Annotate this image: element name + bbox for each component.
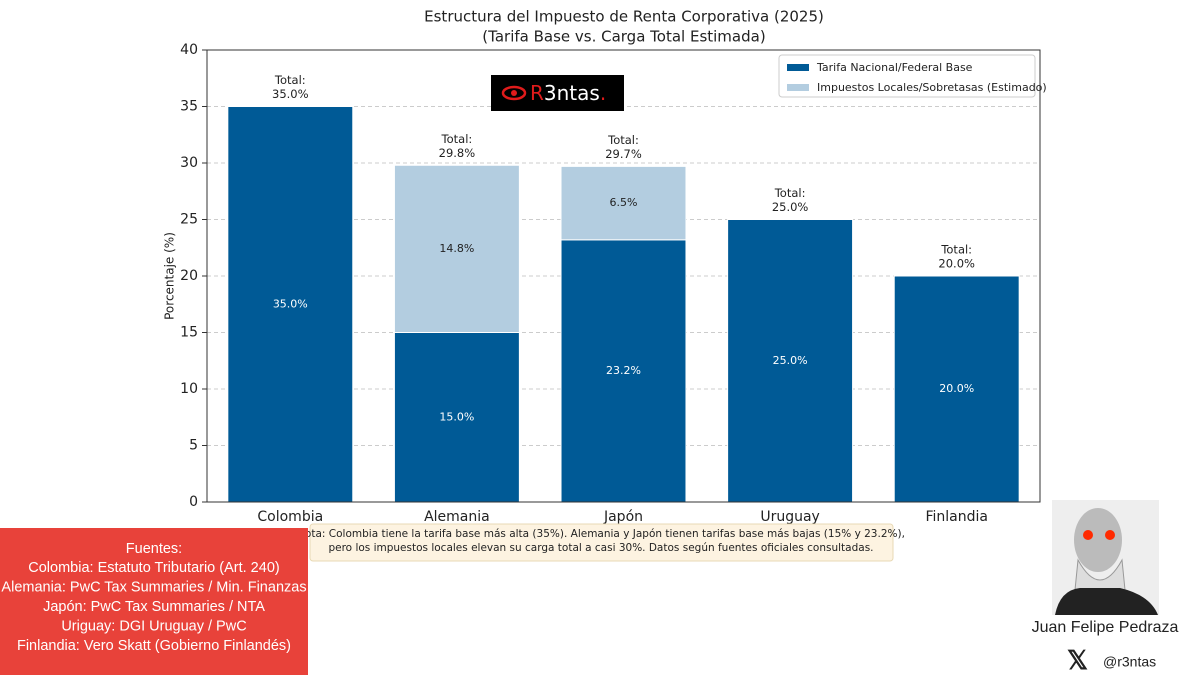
x-logo: 𝕏 <box>1067 645 1088 675</box>
author-name: Juan Felipe Pedraza <box>1032 619 1179 636</box>
bar-segment <box>227 106 354 503</box>
x-tick-label: Alemania <box>424 509 490 525</box>
note-line: Nota: Colombia tiene la tarifa base más … <box>297 528 905 540</box>
total-label: 35.0% <box>272 87 309 101</box>
bar-segment <box>893 275 1020 503</box>
total-prefix: Total: <box>274 73 306 87</box>
value-label: 20.0% <box>939 382 974 395</box>
total-prefix: Total: <box>940 243 972 257</box>
y-tick-label: 5 <box>189 438 198 454</box>
bar-segment <box>393 332 520 503</box>
bar-segment <box>560 165 687 241</box>
sources-heading: Fuentes: <box>126 541 182 557</box>
x-tick-label: Finlandia <box>925 509 988 525</box>
value-label: 23.2% <box>606 364 641 377</box>
x-tick-label: Japón <box>603 509 643 525</box>
y-tick-label: 30 <box>180 155 198 171</box>
legend-box <box>778 54 1036 98</box>
legend-swatch <box>787 84 809 91</box>
value-label: 35.0% <box>273 297 308 310</box>
logo-text: R3ntas. <box>530 81 606 105</box>
logo-r: R <box>530 81 544 105</box>
total-prefix: Total: <box>774 186 806 200</box>
legend-label: Impuestos Locales/Sobretasas (Estimado) <box>817 81 1047 94</box>
y-tick-label: 40 <box>180 42 198 58</box>
y-tick-label: 20 <box>180 268 198 284</box>
portrait-eye <box>1105 530 1115 540</box>
y-tick-label: 25 <box>180 212 198 228</box>
y-tick-label: 35 <box>180 99 198 115</box>
total-label: 29.8% <box>439 146 476 160</box>
y-axis-label: Porcentaje (%) <box>163 232 177 320</box>
logo-eye <box>501 85 527 101</box>
value-label: 14.8% <box>439 242 474 255</box>
logo-rest: 3ntas <box>544 81 600 105</box>
bar-segment <box>727 219 854 503</box>
portrait-eye <box>1083 530 1093 540</box>
total-prefix: Total: <box>607 133 639 147</box>
x-tick-label: Uruguay <box>760 509 820 525</box>
logo-dot: . <box>600 81 606 105</box>
x-tick-label: Colombia <box>257 509 323 525</box>
sources-line: Colombia: Estatuto Tributario (Art. 240) <box>28 560 279 576</box>
chart-subtitle: (Tarifa Base vs. Carga Total Estimada) <box>482 28 765 46</box>
plot-frame <box>206 49 1041 503</box>
y-tick-label: 10 <box>180 381 198 397</box>
y-tick-label: 0 <box>189 494 198 510</box>
value-label: 6.5% <box>610 196 638 209</box>
total-prefix: Total: <box>441 132 473 146</box>
sources-line: Uriguay: DGI Uruguay / PwC <box>61 618 246 634</box>
note-line: pero los impuestos locales elevan su car… <box>328 542 873 554</box>
portrait-coat <box>1055 588 1158 615</box>
note-box <box>309 523 894 562</box>
sources-line: Finlandia: Vero Skatt (Gobierno Finlandé… <box>17 638 291 654</box>
y-tick-label: 15 <box>180 325 198 341</box>
logo-pupil <box>511 90 517 96</box>
sources-line: Japón: PwC Tax Summaries / NTA <box>43 599 265 615</box>
portrait-head <box>1074 508 1122 572</box>
value-label: 25.0% <box>773 354 808 367</box>
logo: R3ntas. <box>491 75 624 111</box>
total-label: 25.0% <box>772 200 809 214</box>
chart-title: Estructura del Impuesto de Renta Corpora… <box>424 8 824 26</box>
legend-label: Tarifa Nacional/Federal Base <box>816 61 973 74</box>
sources-line: Alemania: PwC Tax Summaries / Min. Finan… <box>1 579 306 595</box>
total-label: 29.7% <box>605 147 642 161</box>
legend-swatch <box>787 64 809 71</box>
value-label: 15.0% <box>439 410 474 423</box>
bar-segment <box>393 164 520 333</box>
total-label: 20.0% <box>938 257 975 271</box>
sources-box <box>0 528 308 675</box>
portrait <box>1052 500 1159 615</box>
bar-segment <box>560 239 687 503</box>
author-handle: @r3ntas <box>1103 654 1156 670</box>
